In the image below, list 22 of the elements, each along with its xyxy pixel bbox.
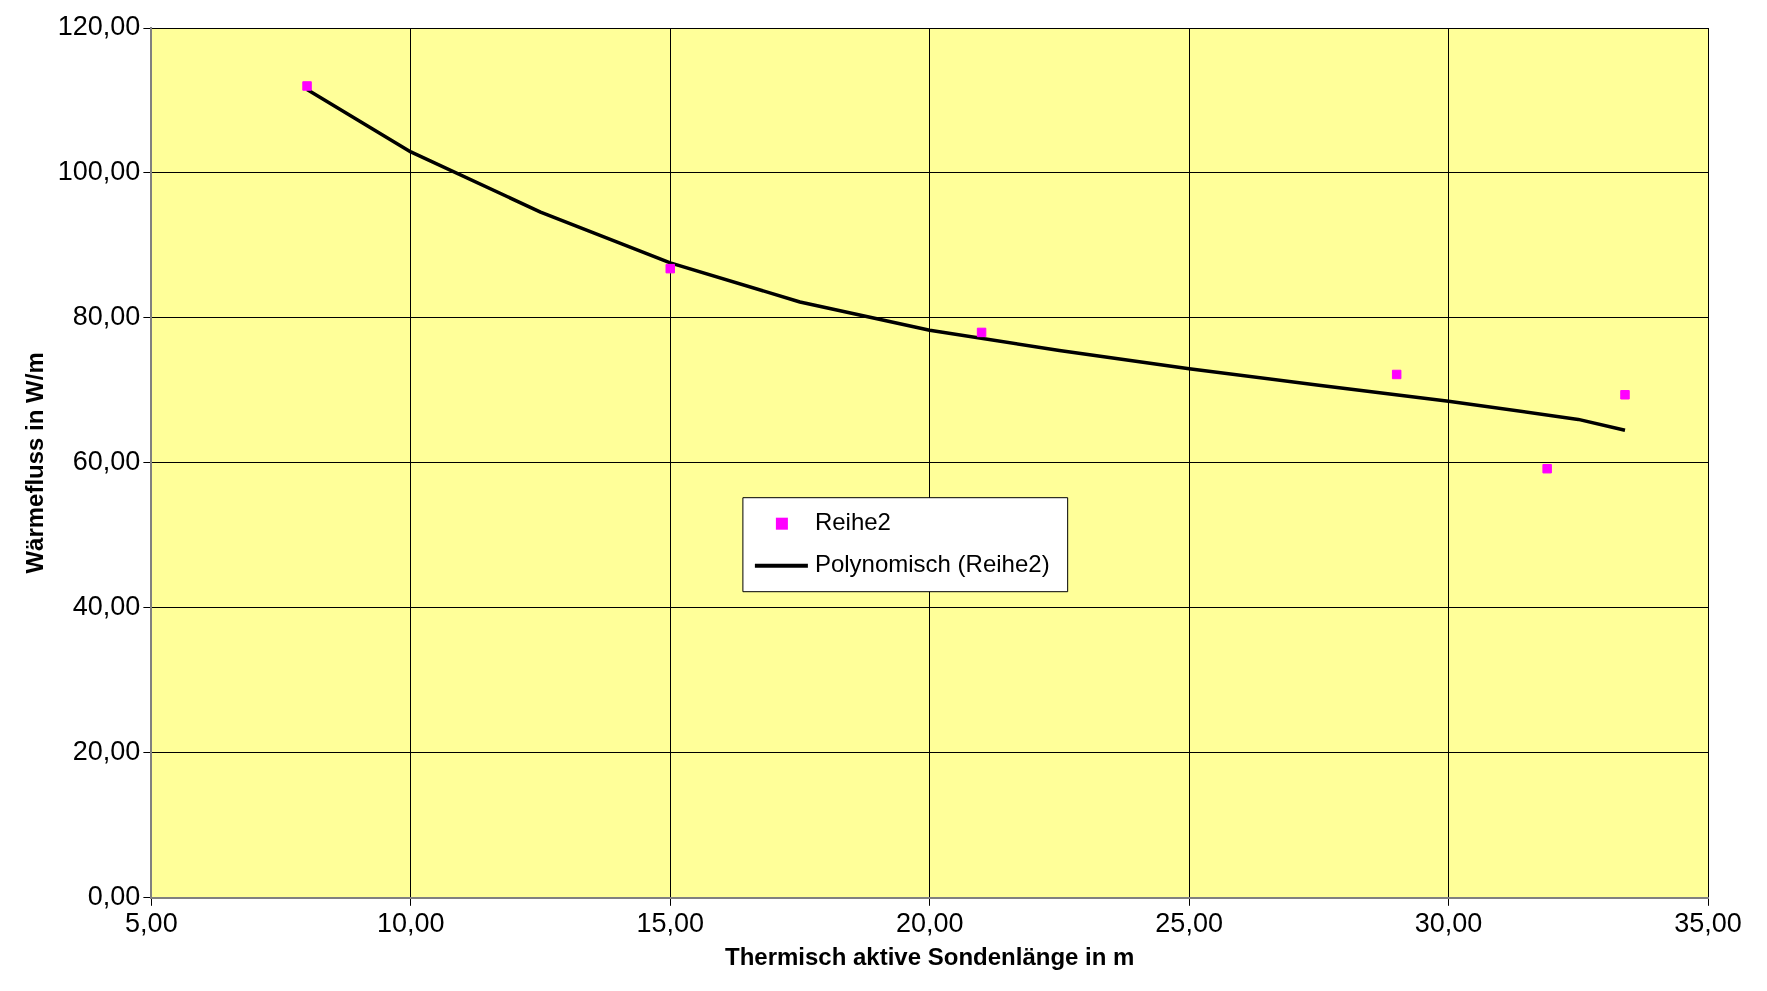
y-tick-label: 120,00 bbox=[57, 11, 141, 42]
y-tick-label: 20,00 bbox=[72, 736, 141, 767]
x-tick-label: 10,00 bbox=[377, 908, 445, 939]
x-axis-title: Thermisch aktive Sondenlänge in m bbox=[724, 943, 1135, 971]
x-tick-label: 30,00 bbox=[1414, 908, 1483, 939]
point bbox=[1391, 369, 1402, 380]
y-tick-label: 60,00 bbox=[72, 446, 141, 477]
x-tick-label: 20,00 bbox=[895, 908, 964, 939]
x-tick-label: 35,00 bbox=[1674, 908, 1742, 939]
point bbox=[1620, 390, 1630, 400]
point bbox=[1542, 463, 1552, 474]
legend-label: Reihe2 bbox=[814, 508, 891, 536]
legend-label: Polynomisch (Reihe2) bbox=[814, 550, 1050, 578]
y-tick-label: 40,00 bbox=[72, 591, 141, 622]
y-axis-title: Wärmefluss in W/m bbox=[21, 352, 49, 574]
y-tick-label: 80,00 bbox=[72, 301, 141, 332]
y-tick-label: 100,00 bbox=[57, 156, 141, 187]
x-tick-label: 15,00 bbox=[636, 908, 705, 939]
point bbox=[665, 263, 675, 274]
point bbox=[976, 327, 987, 338]
point bbox=[302, 81, 312, 91]
x-tick-label: 25,00 bbox=[1155, 908, 1223, 939]
